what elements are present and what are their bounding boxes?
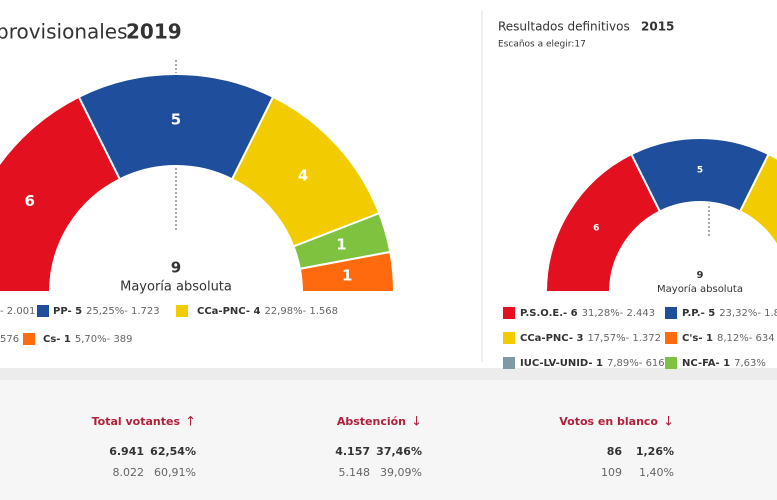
stat-current-pct: 37,46%	[376, 445, 422, 458]
stat-current-pct: 62,54%	[150, 445, 196, 458]
legend-label: CCa-PNC- 4	[197, 306, 260, 317]
stat-previous-pct: 39,09%	[380, 466, 422, 479]
seat-label: 4	[298, 167, 308, 185]
stat-current-count: 6.941	[109, 445, 144, 458]
legend-label: P.P.- 5	[682, 308, 715, 319]
legend-label: NC-FA- 1	[682, 358, 730, 369]
seat-segment	[298, 250, 396, 293]
legend-swatch	[37, 305, 49, 317]
majority-value: 9	[171, 259, 181, 277]
legend-swatch	[23, 333, 35, 345]
legend-entry: NC-FA- 1 7,63%	[682, 358, 766, 369]
majority-value: 9	[697, 270, 704, 281]
seat-label: 6	[25, 192, 35, 210]
legend-label: Cs- 1	[43, 334, 71, 345]
legend-label: P.S.O.E.- 6	[520, 308, 578, 319]
legend-detail: 17,57%- 1.372	[587, 333, 661, 344]
legend-swatch	[176, 305, 188, 317]
legend-label: PP- 5	[53, 306, 82, 317]
legend-detail: - 2.001	[0, 306, 35, 317]
legend-entry: IUC-LV-UNID- 1 7,89%- 616	[520, 358, 665, 369]
legend-entry: C's- 1 8,12%- 634	[682, 333, 775, 344]
legend-swatch	[503, 357, 515, 369]
legend-detail: 7,63%	[734, 358, 766, 369]
legend-swatch	[665, 332, 677, 344]
stat-label: Total votantes	[92, 415, 181, 428]
seat-segment	[738, 152, 777, 246]
stat-current-pct: 1,26%	[636, 445, 674, 458]
legend-entry: PP- 5 25,25%- 1.723	[53, 306, 160, 317]
year: 2019	[126, 20, 182, 44]
stat-label: Abstención	[337, 415, 406, 428]
legend-swatch	[503, 307, 515, 319]
legend-label: CCa-PNC- 3	[520, 333, 583, 344]
seat-label: 5	[171, 111, 181, 129]
year: 2015	[641, 20, 674, 34]
stat-arrow: ↓	[663, 415, 674, 430]
legend-detail: 23,32%- 1.82	[719, 308, 777, 319]
legend-swatch	[503, 332, 515, 344]
majority-label: Mayoría absoluta	[120, 280, 232, 295]
legend-entry: CCa-PNC- 4 22,98%- 1.568	[197, 306, 338, 317]
legend-detail: 31,28%- 2.443	[582, 308, 656, 319]
stat-current-count: 4.157	[335, 445, 370, 458]
subtitle: Escaños a elegir:17	[498, 40, 586, 50]
seat-label: 1	[336, 235, 346, 253]
stat-previous-pct: 1,40%	[639, 466, 674, 479]
legend-detail: 8,12%- 634	[717, 333, 775, 344]
stat-arrow: ↑	[185, 415, 196, 430]
stat-previous-count: 109	[601, 466, 622, 479]
legend-entry: CCa-PNC- 3 17,57%- 1.372	[520, 333, 661, 344]
legend-label: IUC-LV-UNID- 1	[520, 358, 603, 369]
stat-previous-count: 5.148	[339, 466, 371, 479]
seat-label: 6	[593, 223, 599, 233]
stat-current-count: 86	[607, 445, 623, 458]
legend-detail: 25,25%- 1.723	[86, 306, 160, 317]
stats-card	[0, 380, 777, 500]
stat-label: Votos en blanco	[559, 415, 658, 428]
legend-detail: 7,89%- 616	[607, 358, 665, 369]
legend-label: C's- 1	[682, 333, 713, 344]
title: provisionales	[0, 20, 128, 44]
seat-label: 1	[342, 267, 352, 285]
legend-entry: Cs- 1 5,70%- 389	[43, 334, 133, 345]
title: Resultados definitivos	[498, 20, 630, 34]
legend-swatch	[665, 357, 677, 369]
legend-detail: 576	[0, 334, 19, 345]
majority-label: Mayoría absoluta	[657, 283, 743, 295]
stat-previous-pct: 60,91%	[154, 466, 196, 479]
legend-entry: P.P.- 5 23,32%- 1.82	[682, 308, 777, 319]
legend-swatch	[665, 307, 677, 319]
seat-segment	[0, 95, 122, 293]
legend-detail: 5,70%- 389	[75, 334, 133, 345]
legend-detail: 22,98%- 1.568	[264, 306, 338, 317]
seat-label: 5	[697, 166, 703, 176]
stat-previous-count: 8.022	[113, 466, 145, 479]
legend-entry: P.S.O.E.- 6 31,28%- 2.443	[520, 308, 655, 319]
stat-arrow: ↓	[411, 415, 422, 430]
